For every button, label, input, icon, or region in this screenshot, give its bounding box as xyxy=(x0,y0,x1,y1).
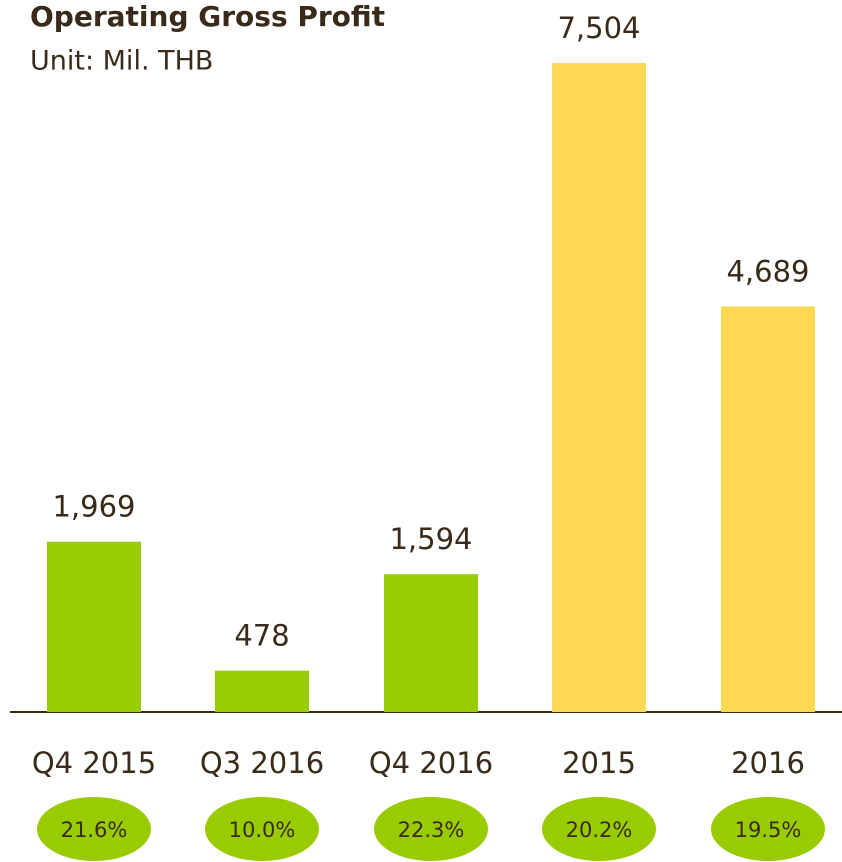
value-label: 478 xyxy=(234,619,289,653)
value-label: 1,594 xyxy=(389,522,472,556)
x-tick-label: 2016 xyxy=(731,746,805,780)
bar xyxy=(552,63,646,712)
margin-badge xyxy=(37,797,151,861)
margin-badge xyxy=(205,797,319,861)
x-tick-label: Q4 2016 xyxy=(369,746,493,780)
margin-badge xyxy=(711,797,825,861)
x-tick-label: Q4 2015 xyxy=(32,746,156,780)
margin-badge xyxy=(374,797,488,861)
bar xyxy=(721,306,815,712)
margin-badge xyxy=(542,797,656,861)
chart-subtitle: Unit: Mil. THB xyxy=(30,46,213,77)
bar xyxy=(384,574,478,712)
margin-label: 10.0% xyxy=(229,818,296,842)
margin-label: 22.3% xyxy=(398,818,465,842)
margin-label: 19.5% xyxy=(735,818,802,842)
chart-title: Operating Gross Profit xyxy=(30,0,385,33)
bar xyxy=(47,541,141,712)
x-tick-label: 2015 xyxy=(562,746,636,780)
x-tick-label: Q3 2016 xyxy=(200,746,324,780)
value-label: 7,504 xyxy=(557,11,640,45)
margin-label: 21.6% xyxy=(61,818,128,842)
value-label: 1,969 xyxy=(52,490,135,524)
margin-label: 20.2% xyxy=(566,818,633,842)
bar xyxy=(215,670,309,712)
value-label: 4,689 xyxy=(726,254,809,288)
